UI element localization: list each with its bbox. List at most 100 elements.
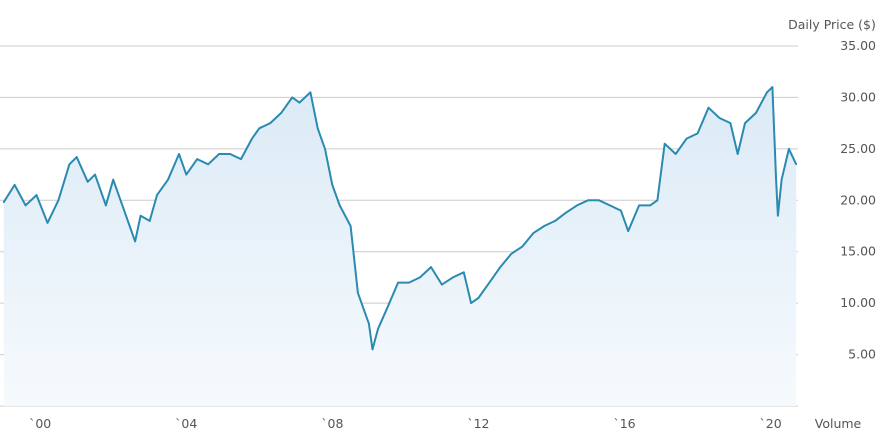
data-point (134, 240, 136, 243)
y-tick-label: 30.00 (840, 89, 876, 104)
data-point (441, 283, 443, 286)
data-point (663, 142, 666, 145)
y-tick-label: 20.00 (840, 192, 876, 207)
data-point (269, 122, 272, 124)
data-point (488, 281, 491, 284)
x-tick-label: `00 (29, 416, 51, 431)
data-point (598, 199, 600, 202)
data-point (696, 132, 699, 135)
data-point (148, 220, 151, 222)
data-point (780, 178, 783, 181)
data-point (75, 156, 78, 158)
data-point (777, 214, 779, 217)
data-point (736, 153, 739, 155)
x-tick-label: `04 (175, 416, 197, 431)
volume-label: Volume (815, 416, 862, 431)
data-point (609, 204, 611, 207)
data-point (377, 328, 379, 330)
data-point (94, 173, 96, 176)
data-point (24, 204, 27, 207)
data-point (565, 211, 567, 214)
data-point (755, 112, 757, 114)
data-point (554, 220, 556, 222)
data-point (771, 86, 774, 88)
data-point (324, 148, 326, 150)
data-point (298, 101, 301, 104)
data-point (258, 127, 261, 130)
data-point (499, 266, 502, 268)
data-point (430, 266, 432, 268)
data-point (620, 209, 622, 212)
data-point (57, 199, 60, 202)
data-point (775, 178, 777, 181)
data-point (291, 96, 294, 99)
x-tick-label: `12 (467, 416, 489, 431)
data-point (331, 184, 334, 186)
x-tick-label: `16 (613, 416, 635, 431)
data-point (112, 178, 114, 181)
data-point (362, 307, 365, 310)
data-point (543, 225, 545, 227)
data-point (707, 106, 710, 109)
data-point (86, 181, 89, 183)
data-point (638, 204, 640, 207)
price-area (3, 87, 797, 406)
data-point (521, 245, 524, 248)
data-point (68, 163, 71, 166)
data-point (386, 307, 388, 310)
y-tick-label: 35.00 (840, 38, 876, 53)
data-point (123, 209, 125, 212)
data-point (309, 91, 312, 94)
data-point (349, 225, 352, 227)
data-point (718, 117, 721, 119)
data-point (46, 222, 49, 224)
data-point (674, 153, 677, 155)
y-tick-label: 10.00 (840, 295, 876, 310)
data-point (452, 276, 454, 279)
data-point (338, 204, 341, 207)
data-point (795, 163, 797, 166)
data-point (156, 194, 158, 196)
price-line (2, 86, 798, 351)
data-point (316, 127, 319, 130)
data-point (576, 204, 578, 207)
y-axis-title: Daily Price ($) (788, 17, 876, 32)
data-point (280, 112, 283, 114)
data-point (185, 173, 188, 176)
data-point (35, 194, 38, 196)
data-point (167, 178, 169, 181)
data-point (251, 137, 253, 140)
data-point (685, 137, 688, 140)
data-point (656, 199, 659, 202)
data-point (408, 281, 410, 284)
data-point (139, 214, 142, 217)
data-point (470, 302, 472, 304)
data-point (477, 297, 480, 299)
data-point (788, 148, 790, 150)
data-point (587, 199, 589, 202)
data-point (178, 153, 180, 155)
data-point (371, 348, 374, 351)
y-tick-label: 25.00 (840, 141, 876, 156)
data-point (744, 122, 746, 124)
data-point (105, 204, 107, 207)
data-point (229, 153, 231, 155)
data-point (13, 184, 16, 186)
data-point (218, 153, 220, 155)
data-point (368, 322, 370, 325)
data-point (766, 91, 768, 94)
data-point (649, 204, 651, 207)
data-point (627, 230, 629, 232)
data-point (510, 253, 513, 255)
data-point (240, 158, 242, 160)
x-tick-label: `20 (760, 416, 782, 431)
data-point (397, 281, 399, 284)
x-tick-label: `08 (321, 416, 343, 431)
y-tick-label: 15.00 (840, 244, 876, 259)
data-point (207, 163, 209, 166)
data-point (196, 158, 198, 160)
y-tick-label: 5.00 (848, 347, 876, 362)
data-point (419, 276, 421, 279)
